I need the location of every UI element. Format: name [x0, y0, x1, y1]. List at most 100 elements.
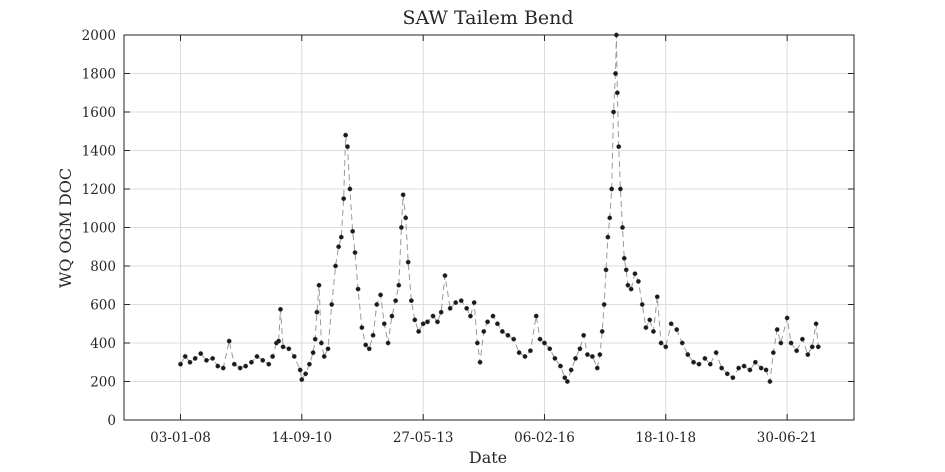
- y-tick-label: 0: [107, 413, 116, 429]
- data-point: [607, 215, 613, 221]
- data-point: [318, 340, 324, 346]
- data-point: [220, 365, 226, 371]
- axis-ticks: [124, 34, 854, 421]
- data-point: [794, 348, 800, 354]
- data-point: [198, 351, 204, 356]
- data-point: [481, 329, 487, 334]
- data-point: [558, 363, 563, 369]
- data-point: [599, 329, 605, 334]
- data-point: [702, 355, 708, 361]
- data-point: [453, 300, 459, 305]
- data-point: [458, 298, 464, 304]
- data-point: [767, 379, 773, 384]
- data-point: [611, 109, 616, 115]
- data-point: [736, 365, 742, 371]
- data-point: [396, 282, 402, 288]
- y-tick-label: 2000: [82, 28, 116, 44]
- data-point: [605, 234, 611, 240]
- y-tick-label: 600: [90, 298, 116, 314]
- y-axis-tick-labels: 0 200 400 600 800 1000 1200 1400 1600 1800 2000: [82, 28, 116, 429]
- data-point: [303, 371, 309, 377]
- data-point: [623, 267, 629, 273]
- data-point: [338, 234, 344, 240]
- data-point: [350, 228, 356, 234]
- y-tick-label: 200: [90, 375, 116, 391]
- data-point: [336, 244, 341, 250]
- y-tick-label: 1000: [82, 221, 116, 237]
- data-point: [425, 319, 430, 325]
- data-point: [800, 336, 805, 342]
- data-point: [182, 354, 188, 359]
- data-point: [542, 340, 547, 346]
- data-point: [352, 250, 358, 255]
- data-point: [763, 367, 769, 373]
- data-point: [314, 309, 320, 315]
- data-point: [405, 259, 411, 265]
- data-point: [632, 271, 638, 277]
- data-point: [770, 350, 776, 356]
- data-point: [547, 346, 553, 352]
- data-point: [658, 340, 664, 346]
- y-axis-label: WQ OGM DOC: [56, 168, 75, 288]
- data-point: [237, 365, 243, 371]
- data-point: [474, 340, 480, 346]
- data-point: [805, 352, 811, 357]
- data-point: [741, 363, 747, 369]
- x-tick-label: 03-01-08: [150, 430, 211, 446]
- data-point: [784, 315, 790, 321]
- data-point: [192, 355, 198, 361]
- data-point: [552, 355, 558, 361]
- y-tick-label: 400: [90, 336, 116, 352]
- data-point: [815, 344, 821, 350]
- data-point: [616, 144, 622, 150]
- data-point: [643, 325, 649, 330]
- data-point: [601, 302, 607, 307]
- data-point: [471, 300, 477, 305]
- data-point: [562, 375, 568, 381]
- data-point: [266, 361, 272, 367]
- data-point: [416, 329, 422, 334]
- data-point: [343, 132, 349, 138]
- data-point: [685, 352, 691, 357]
- data-point: [625, 282, 631, 288]
- data-point: [370, 332, 376, 338]
- data-point: [613, 71, 618, 76]
- data-point: [316, 282, 322, 288]
- data-point: [654, 294, 660, 300]
- data-point: [516, 350, 522, 356]
- data-point: [568, 367, 574, 373]
- data-point: [774, 327, 780, 332]
- data-point: [603, 267, 609, 273]
- y-tick-label: 1400: [82, 144, 116, 160]
- data-point: [490, 313, 496, 319]
- y-tick-label: 1600: [82, 105, 116, 121]
- data-point: [345, 144, 350, 150]
- data-point: [210, 355, 216, 361]
- x-axis-tick-labels: 03-01-08 14-09-10 27-05-13 06-02-16 18-10-18…: [150, 430, 817, 446]
- data-point: [359, 325, 365, 330]
- data-point: [495, 321, 500, 327]
- data-point: [307, 361, 312, 367]
- data-point: [485, 319, 490, 325]
- data-point: [204, 357, 209, 363]
- data-point: [696, 361, 702, 367]
- data-point: [366, 346, 372, 352]
- data-point: [226, 338, 232, 344]
- data-point: [585, 352, 590, 357]
- data-point: [378, 292, 383, 298]
- data-point: [178, 361, 183, 367]
- data-point: [621, 255, 627, 261]
- data-point: [260, 357, 266, 363]
- data-point: [412, 317, 418, 323]
- data-point: [758, 365, 764, 371]
- data-point: [724, 371, 730, 377]
- data-point: [297, 367, 303, 373]
- series-line: [180, 34, 819, 383]
- data-point: [730, 375, 736, 381]
- data-point: [270, 354, 276, 359]
- x-tick-label: 06-02-16: [514, 430, 575, 446]
- x-axis-label: Date: [469, 448, 507, 467]
- data-point: [276, 338, 282, 344]
- data-point: [363, 342, 369, 348]
- data-point: [464, 305, 470, 311]
